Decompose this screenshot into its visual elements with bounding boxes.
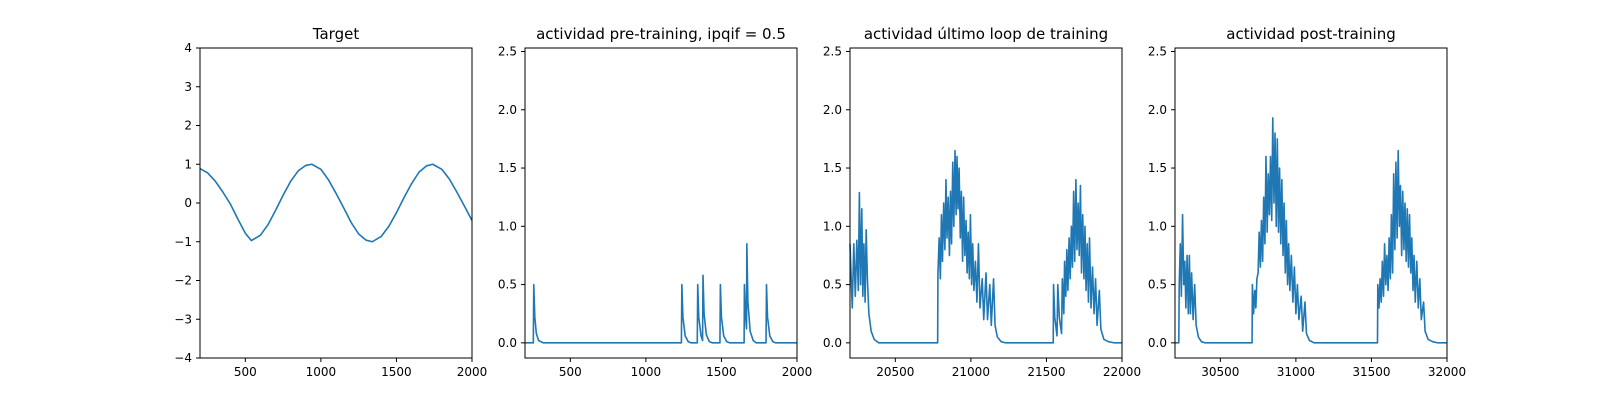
y-tick-label: 1.5 bbox=[498, 161, 517, 175]
y-tick-label: 0.5 bbox=[498, 278, 517, 292]
x-tick-label: 500 bbox=[559, 365, 582, 379]
x-tick-label: 1000 bbox=[631, 365, 662, 379]
axes-frame bbox=[849, 47, 1123, 359]
x-tick-label: 500 bbox=[234, 365, 257, 379]
y-tick-label: 2.5 bbox=[1148, 44, 1167, 58]
x-tick-label: 2000 bbox=[457, 365, 488, 379]
y-tick-label: 0.0 bbox=[1148, 336, 1167, 350]
y-tick-label: −1 bbox=[174, 235, 192, 249]
y-tick-label: 2.0 bbox=[1148, 103, 1167, 117]
y-tick-label: 2.5 bbox=[498, 44, 517, 58]
subplot-1: Target 500 1000 1500 2000 −4 −3 −2 −1 0 1 2 3 4 bbox=[174, 25, 487, 379]
x-tick-label: 21500 bbox=[1027, 365, 1065, 379]
y-tick-label: 1.0 bbox=[1148, 219, 1167, 233]
x-tick-label: 1500 bbox=[706, 365, 737, 379]
series-line bbox=[525, 242, 797, 344]
subplot-4: actividad post-training 30500 31000 31500 32… bbox=[1148, 25, 1466, 379]
y-tick-label: 1.0 bbox=[823, 219, 842, 233]
subplot-3: actividad último loop de training 20500 21… bbox=[823, 25, 1141, 379]
series-line bbox=[199, 163, 473, 243]
y-tick-label: −4 bbox=[174, 351, 192, 365]
x-tick-label: 1000 bbox=[306, 365, 337, 379]
y-tick-label: 2.0 bbox=[823, 103, 842, 117]
chart-title: actividad pre-training, ipqif = 0.5 bbox=[536, 25, 786, 43]
y-tick-label: 0.0 bbox=[823, 336, 842, 350]
y-tick-label: 4 bbox=[184, 41, 192, 55]
axes-frame bbox=[524, 47, 798, 359]
x-tick-label: 32000 bbox=[1428, 365, 1466, 379]
y-tick-label: 1.5 bbox=[1148, 161, 1167, 175]
y-tick-label: 1.5 bbox=[823, 161, 842, 175]
y-tick-label: 0.5 bbox=[823, 278, 842, 292]
y-tick-label: −2 bbox=[174, 274, 192, 288]
x-tick-label: 20500 bbox=[876, 365, 914, 379]
x-tick-label: 21000 bbox=[952, 365, 990, 379]
y-tick-label: 0.5 bbox=[1148, 278, 1167, 292]
y-tick-label: 2 bbox=[184, 119, 192, 133]
axes-frame bbox=[1174, 47, 1448, 359]
x-tick-label: 31000 bbox=[1277, 365, 1315, 379]
chart-title: actividad post-training bbox=[1226, 25, 1395, 43]
x-tick-label: 31500 bbox=[1352, 365, 1390, 379]
y-tick-label: 2.5 bbox=[823, 44, 842, 58]
x-tick-label: 22000 bbox=[1103, 365, 1141, 379]
x-tick-label: 30500 bbox=[1201, 365, 1239, 379]
y-tick-label: 0 bbox=[184, 196, 192, 210]
y-tick-label: −3 bbox=[174, 312, 192, 326]
y-tick-label: 3 bbox=[184, 80, 192, 94]
y-tick-label: 1.0 bbox=[498, 219, 517, 233]
series-line bbox=[1175, 117, 1447, 344]
chart-title: actividad último loop de training bbox=[864, 25, 1108, 43]
x-tick-label: 2000 bbox=[782, 365, 813, 379]
y-tick-label: 0.0 bbox=[498, 336, 517, 350]
series-line bbox=[849, 149, 1122, 344]
chart-title: Target bbox=[312, 25, 360, 43]
subplots: Target 500 1000 1500 2000 −4 −3 −2 −1 0 1 2 3 4 activi… bbox=[174, 25, 1466, 379]
subplot-2: actividad pre-training, ipqif = 0.5 500 10… bbox=[498, 25, 812, 379]
y-tick-label: 2.0 bbox=[498, 103, 517, 117]
x-tick-label: 1500 bbox=[381, 365, 412, 379]
y-tick-label: 1 bbox=[184, 157, 192, 171]
